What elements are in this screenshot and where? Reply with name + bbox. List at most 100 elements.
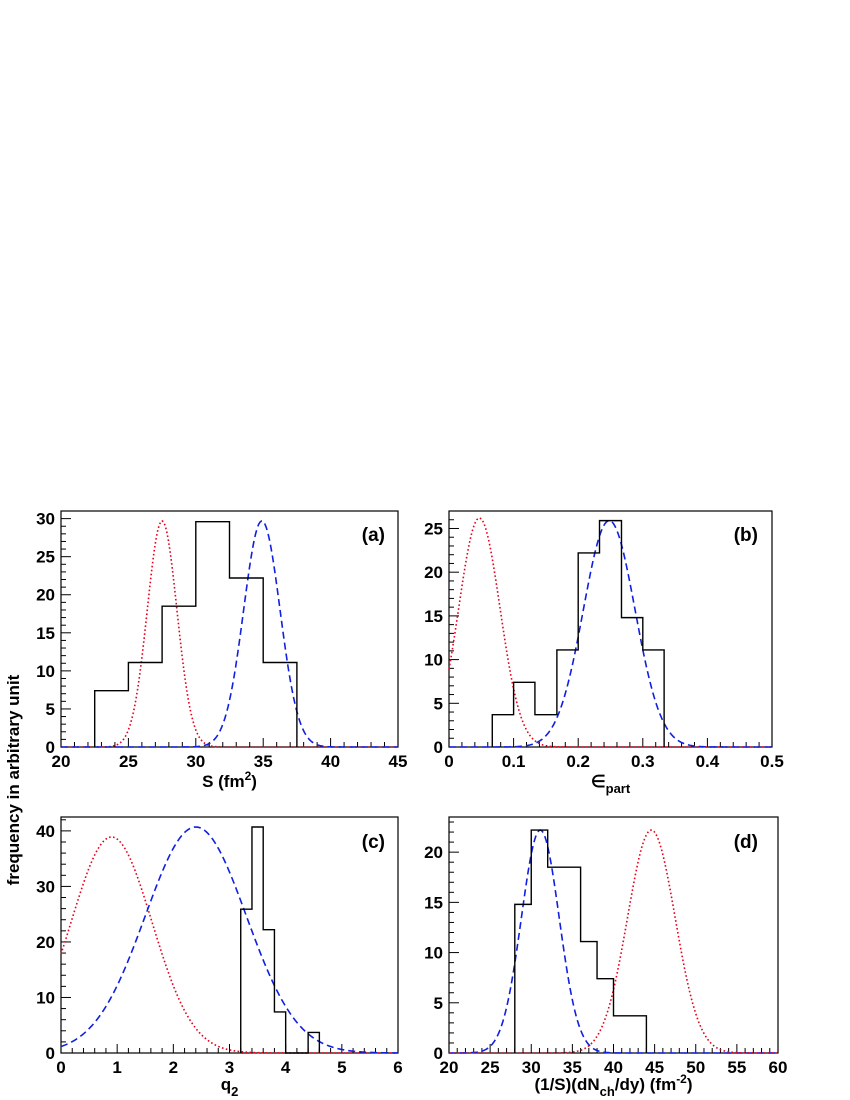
y-tick-label: 10	[36, 988, 55, 1007]
x-tick-label: 0	[56, 1058, 65, 1077]
x-tick-label: 35	[254, 752, 273, 771]
y-tick-label: 5	[434, 694, 443, 713]
histogram-bin	[492, 715, 513, 747]
x-tick-label: 40	[321, 752, 340, 771]
x-tick-label: 20	[440, 1058, 459, 1077]
x-axis-title: ∈part	[591, 772, 631, 796]
dotted-gaussian-curve	[61, 519, 398, 748]
x-tick-label: 0	[444, 752, 453, 771]
x-tick-label: 45	[645, 1058, 664, 1077]
y-tick-label: 40	[36, 822, 55, 841]
y-tick-label: 0	[434, 1044, 443, 1063]
dotted-gaussian-curve	[60, 836, 398, 1054]
y-tick-label: 30	[36, 510, 55, 529]
plot-frame	[60, 510, 399, 748]
histogram-bin	[274, 1012, 285, 1053]
x-axis-title: S (fm2)	[202, 769, 257, 791]
dashed-gaussian-curve	[60, 826, 399, 1054]
x-tick-label: 20	[52, 752, 71, 771]
y-tick-label: 5	[46, 700, 55, 719]
histogram-bin	[252, 827, 263, 1053]
dashed-gaussian-curve	[61, 520, 398, 748]
panel-tag: (b)	[734, 525, 758, 546]
x-tick-label: 0.4	[696, 752, 720, 771]
x-tick-label: 35	[563, 1058, 582, 1077]
chart-panel-d: 20 25 30 35 40 45 50 55 60 0 5 10 15 20 (d) (1/S)(dNch/…	[424, 816, 788, 1099]
histogram-bin	[230, 578, 264, 747]
chart-panel-c: 0 1 2 3 4 5 6 0 10 20 30 40 (c) q2	[36, 816, 403, 1099]
panel-tag: (a)	[362, 525, 385, 546]
y-tick-label: 25	[36, 548, 55, 567]
x-tick-label: 3	[225, 1058, 234, 1077]
histogram-steps	[240, 826, 321, 1054]
y-tick-label: 0	[46, 738, 55, 757]
histogram-bin	[263, 930, 274, 1053]
plot-frame	[448, 816, 779, 1054]
x-tick-label: 0.5	[760, 752, 784, 771]
x-tick-label: 4	[281, 1058, 291, 1077]
histogram-bin	[557, 650, 578, 747]
plot-frame	[60, 816, 399, 1054]
chart-panel-b: 0 0.1 0.2 0.3 0.4 0.5 0 5 10 15 20 25 (b) ∈part	[424, 510, 784, 796]
x-tick-label: 1	[112, 1058, 121, 1077]
x-tick-label: 0.3	[631, 752, 655, 771]
x-tick-label: 25	[119, 752, 138, 771]
dashed-gaussian-curve	[449, 519, 772, 748]
y-tick-label: 25	[424, 519, 443, 538]
x-tick-label: 0.2	[566, 752, 590, 771]
histogram-bin	[600, 521, 622, 747]
histogram-bin	[515, 904, 531, 1053]
histogram-bin	[630, 1016, 646, 1053]
y-tick-label: 10	[424, 651, 443, 670]
histogram-bin	[241, 909, 252, 1053]
x-tick-label: 55	[727, 1058, 746, 1077]
y-axis-title: frequency in arbitrary unit	[4, 674, 23, 885]
plot-frame	[448, 510, 773, 748]
x-tick-label: 25	[481, 1058, 500, 1077]
y-tick-label: 30	[36, 877, 55, 896]
y-tick-label: 10	[424, 944, 443, 963]
histogram-bin	[578, 553, 599, 747]
x-tick-label: 40	[604, 1058, 623, 1077]
histogram-bin	[531, 830, 547, 1053]
dotted-gaussian-curve	[448, 517, 772, 748]
y-tick-label: 20	[36, 933, 55, 952]
x-tick-label: 6	[393, 1058, 402, 1077]
histogram-steps	[514, 829, 648, 1053]
histogram-bin	[196, 522, 230, 747]
x-tick-label: 30	[522, 1058, 541, 1077]
y-tick-label: 20	[36, 586, 55, 605]
x-tick-label: 0.1	[502, 752, 526, 771]
histogram-steps	[491, 519, 665, 747]
y-tick-label: 10	[36, 662, 55, 681]
panel-tag: (c)	[362, 832, 385, 853]
chart-panel-a: 20 25 30 35 40 45 0 5 10 15 20 25 30 (a) S (fm2)	[36, 510, 407, 791]
y-tick-label: 15	[424, 607, 443, 626]
histogram-bin	[597, 979, 613, 1053]
dotted-gaussian-curve	[449, 829, 778, 1054]
x-axis-title: q2	[221, 1075, 239, 1099]
x-tick-label: 2	[169, 1058, 178, 1077]
y-tick-label: 20	[424, 843, 443, 862]
y-tick-label: 5	[434, 994, 443, 1013]
x-tick-label: 5	[337, 1058, 346, 1077]
histogram-bin	[621, 618, 642, 747]
dashed-gaussian-curve	[449, 829, 778, 1054]
y-tick-label: 0	[434, 738, 443, 757]
y-tick-label: 0	[46, 1044, 55, 1063]
y-tick-label: 20	[424, 563, 443, 582]
x-tick-label: 50	[686, 1058, 705, 1077]
histogram-bin	[263, 662, 297, 747]
y-tick-label: 15	[424, 893, 443, 912]
histogram-bin	[514, 682, 535, 747]
x-tick-label: 45	[389, 752, 408, 771]
y-tick-label: 15	[36, 624, 55, 643]
x-tick-label: 60	[769, 1058, 788, 1077]
histogram-steps	[94, 520, 298, 747]
histogram-bin	[128, 662, 162, 747]
x-axis-title: (1/S)(dNch/dy) (fm-2)	[534, 1072, 692, 1099]
x-tick-label: 30	[186, 752, 205, 771]
histogram-bin	[614, 1016, 630, 1053]
